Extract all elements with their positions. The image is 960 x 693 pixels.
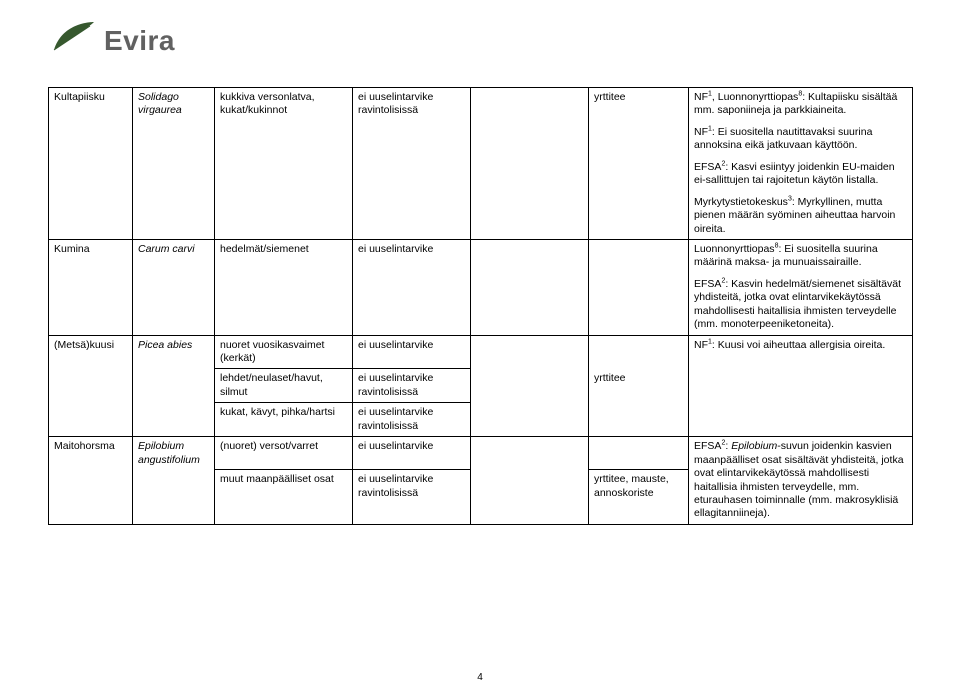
cell-blank	[589, 239, 689, 335]
cell-novel: ei uuselintarvike ravintolisissä	[353, 470, 471, 525]
cell-notes: EFSA2: Epilobium-suvun joidenkin kasvien…	[689, 437, 913, 525]
cell-novel: ei uuselintarvike ravintolisissä	[353, 88, 471, 240]
cell-part: lehdet/neulaset/havut, silmut	[215, 369, 353, 403]
cell-part: kukkiva versonlatva, kukat/kukinnot	[215, 88, 353, 240]
cell-novel: ei uuselintarvike	[353, 437, 471, 470]
cell-novel: ei uuselintarvike ravintolisissä	[353, 403, 471, 437]
table-row: Kumina Carum carvi hedelmät/siemenet ei …	[49, 239, 913, 335]
cell-part: hedelmät/siemenet	[215, 239, 353, 335]
page-number: 4	[0, 672, 960, 683]
cell-part: nuoret vuosikasvaimet (kerkät)	[215, 335, 353, 369]
cell-blank	[589, 403, 689, 437]
cell-notes: Luonnonyrttiopas8: Ei suositella suurina…	[689, 239, 913, 335]
cell-name: (Metsä)kuusi	[49, 335, 133, 437]
cell-use: yrttitee	[589, 88, 689, 240]
page: Evira Kultapiisku Solidago virgaurea kuk…	[0, 0, 960, 693]
feather-icon	[48, 20, 96, 61]
cell-blank	[471, 335, 589, 437]
cell-blank	[589, 437, 689, 470]
cell-blank	[471, 88, 589, 240]
cell-blank	[471, 239, 589, 335]
logo: Evira	[48, 20, 912, 61]
cell-use: yrttitee	[589, 369, 689, 403]
cell-name: Maitohorsma	[49, 437, 133, 525]
table-row: Kultapiisku Solidago virgaurea kukkiva v…	[49, 88, 913, 240]
cell-name: Kumina	[49, 239, 133, 335]
cell-notes: NF1, Luonnonyrttiopas8: Kultapiisku sisä…	[689, 88, 913, 240]
cell-use: yrttitee, mauste, annoskoriste	[589, 470, 689, 525]
cell-blank	[589, 335, 689, 369]
cell-novel: ei uuselintarvike	[353, 335, 471, 369]
cell-part: muut maanpäälliset osat	[215, 470, 353, 525]
cell-novel: ei uuselintarvike	[353, 239, 471, 335]
cell-part: (nuoret) versot/varret	[215, 437, 353, 470]
table-row: (Metsä)kuusi Picea abies nuoret vuosikas…	[49, 335, 913, 369]
cell-novel: ei uuselintarvike ravintolisissä	[353, 369, 471, 403]
cell-latin: Picea abies	[133, 335, 215, 437]
logo-text: Evira	[104, 25, 175, 57]
cell-blank	[471, 437, 589, 525]
data-table: Kultapiisku Solidago virgaurea kukkiva v…	[48, 87, 913, 525]
cell-latin: Solidago virgaurea	[133, 88, 215, 240]
cell-notes: NF1: Kuusi voi aiheuttaa allergisia oire…	[689, 335, 913, 437]
cell-latin: Epilobium angustifolium	[133, 437, 215, 525]
table-row: Maitohorsma Epilobium angustifolium (nuo…	[49, 437, 913, 470]
cell-part: kukat, kävyt, pihka/hartsi	[215, 403, 353, 437]
cell-name: Kultapiisku	[49, 88, 133, 240]
cell-latin: Carum carvi	[133, 239, 215, 335]
